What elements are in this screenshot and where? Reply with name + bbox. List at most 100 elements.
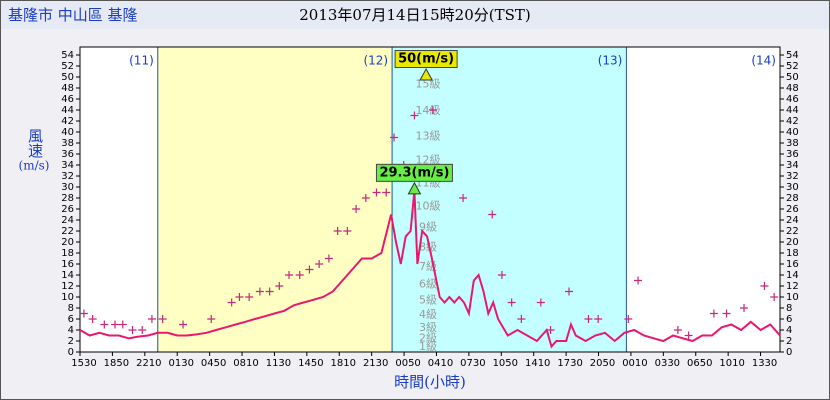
gust-marker — [285, 271, 294, 279]
gust-marker — [536, 298, 545, 307]
day-region — [392, 47, 627, 352]
beaufort-label: 9級 — [419, 221, 437, 234]
annotation-label: 50(m/s) — [398, 52, 454, 67]
gust-marker — [770, 293, 779, 301]
y2-tick-label: 22 — [786, 226, 799, 237]
gust-marker — [546, 326, 555, 334]
gust-marker — [594, 315, 603, 323]
beaufort-label: 5級 — [419, 293, 437, 306]
y-tick-label: 40 — [61, 127, 74, 138]
y2-tick-label: 32 — [786, 171, 799, 182]
x-tick-label: 2210 — [136, 358, 161, 369]
beaufort-label: 4級 — [419, 308, 437, 321]
y-unit: (m/s) — [19, 159, 50, 173]
y-tick-label: 28 — [61, 193, 74, 204]
gust-marker — [488, 210, 497, 219]
gust-marker — [428, 106, 437, 114]
x-tick-label: 0330 — [655, 358, 680, 369]
y-tick-label: 42 — [61, 116, 74, 127]
location: 基隆市 中山區 基隆 — [8, 6, 138, 24]
y-tick-label: 52 — [61, 61, 74, 72]
y2-tick-label: 54 — [786, 50, 799, 61]
gust-marker — [245, 293, 254, 301]
peak-marker — [419, 67, 433, 81]
gust-marker — [111, 320, 119, 329]
gust-marker — [382, 188, 391, 197]
gust-marker — [79, 309, 88, 318]
y-tick-label: 4 — [68, 325, 74, 336]
beaufort-label: 12級 — [416, 154, 441, 167]
x-tick-label: 1730 — [557, 358, 582, 369]
gust-marker — [684, 331, 693, 340]
y-tick-label: 36 — [61, 149, 74, 160]
chart-title: 2013年07月14日15時20分(TST) — [299, 6, 531, 24]
y-tick-label: 48 — [61, 83, 74, 94]
gust-marker — [459, 194, 468, 202]
gust-marker — [179, 320, 188, 329]
gust-marker — [158, 315, 167, 323]
gust-marker — [507, 298, 516, 307]
gust-marker — [255, 287, 264, 296]
y2-tick-label: 52 — [786, 61, 799, 72]
y2-tick-label: 24 — [786, 215, 799, 226]
y-tick-label: 50 — [61, 72, 74, 83]
x-tick-label: 1530 — [71, 358, 96, 369]
beaufort-label: 14級 — [416, 104, 441, 117]
gust-marker — [333, 227, 342, 235]
beaufort-label: 8級 — [419, 241, 437, 254]
x-tick-label: 0130 — [168, 358, 193, 369]
beaufort-label: 15級 — [416, 78, 441, 91]
y-tick-label: 6 — [68, 314, 74, 325]
gust-marker — [138, 326, 147, 334]
x-tick-label: 1850 — [104, 358, 129, 369]
gust-marker — [343, 227, 352, 235]
beaufort-label: 1級 — [419, 340, 437, 353]
y2-tick-label: 44 — [786, 105, 799, 116]
gust-marker — [372, 188, 381, 197]
gust-marker — [235, 293, 244, 301]
y-tick-label: 24 — [61, 215, 74, 226]
y2-tick-label: 40 — [786, 127, 799, 138]
annotation-box — [375, 163, 453, 182]
y2-tick-label: 12 — [786, 281, 799, 292]
x-tick-label: 0650 — [687, 358, 712, 369]
gust-marker — [722, 309, 731, 318]
y-label: 風速 — [26, 128, 44, 159]
y2-tick-label: 50 — [786, 72, 799, 83]
gust-marker — [128, 326, 137, 334]
header-band — [1, 1, 829, 29]
y-tick-label: 20 — [61, 237, 74, 248]
x-tick-label: 0810 — [233, 358, 258, 369]
x-tick-label: 0730 — [460, 358, 485, 369]
x-tick-label: 1010 — [719, 358, 744, 369]
x-tick-label: 1410 — [525, 358, 550, 369]
gust-marker — [118, 320, 127, 329]
y-tick-label: 30 — [61, 182, 74, 193]
gust-marker — [275, 282, 284, 290]
gust-marker — [624, 315, 633, 323]
y-tick-label: 14 — [61, 270, 74, 281]
beaufort-label: 10級 — [416, 199, 441, 212]
x-tick-label: 2050 — [590, 358, 615, 369]
gust-marker — [147, 315, 156, 323]
peak-marker — [407, 181, 422, 195]
x-tick-label: 0410 — [428, 358, 453, 369]
x-tick-label: 0010 — [622, 358, 647, 369]
x-tick-label: 1450 — [298, 358, 323, 369]
y2-tick-label: 26 — [786, 204, 799, 215]
y2-tick-label: 34 — [786, 160, 799, 171]
gust-marker — [760, 282, 769, 290]
x-tick-label: 1810 — [331, 358, 356, 369]
beaufort-label: 13級 — [416, 129, 441, 142]
day-label: (13) — [598, 54, 623, 68]
y-tick-label: 0 — [68, 347, 74, 358]
y2-tick-label: 38 — [786, 138, 799, 149]
y-tick-label: 12 — [61, 281, 74, 292]
gust-marker — [88, 315, 97, 323]
y2-tick-label: 6 — [786, 314, 792, 325]
y-tick-label: 34 — [61, 160, 74, 171]
gust-marker — [295, 271, 304, 279]
y-tick-label: 44 — [61, 105, 74, 116]
y2-tick-label: 42 — [786, 116, 799, 127]
